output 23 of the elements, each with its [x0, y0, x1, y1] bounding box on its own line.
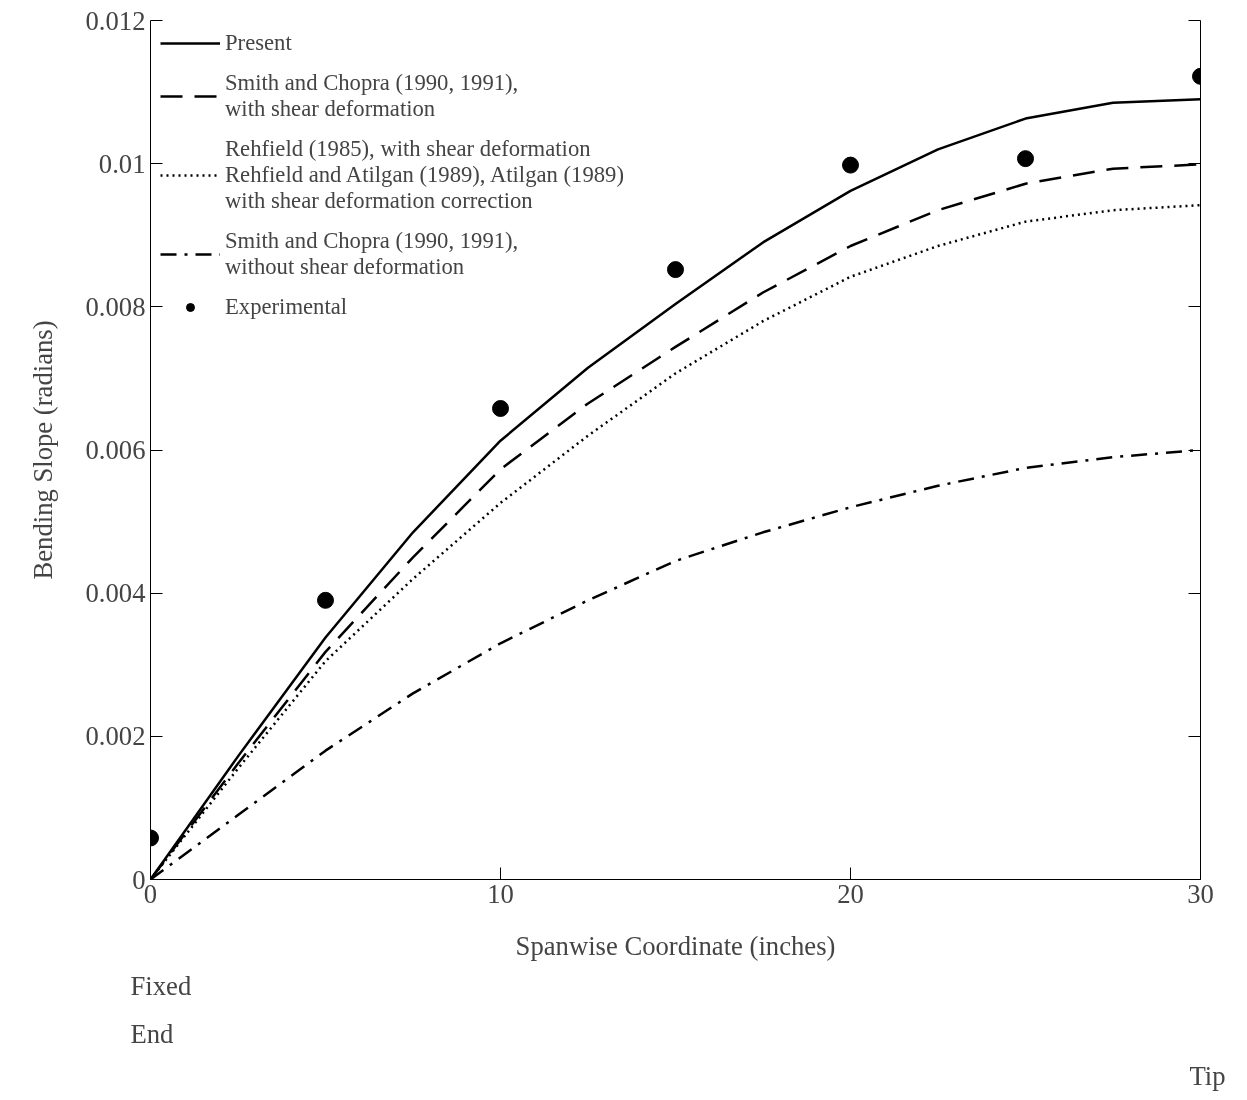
y-tick-label: 0.006	[85, 435, 146, 465]
point	[667, 261, 684, 279]
legend-label: Smith and Chopra (1990, 1991), without shear deformation	[225, 228, 519, 280]
x-tick-label: 10	[487, 878, 514, 909]
point	[1017, 150, 1034, 168]
x-axis-title: Spanwise Coordinate (inches)	[515, 930, 836, 961]
legend-label: Rehfield (1985), with shear deformation Rehfield and Atilgan (1989), Atilgan (1989) with shear deformation correction	[225, 136, 624, 214]
point	[842, 156, 859, 174]
legend-label: Smith and Chopra (1990, 1991), with shear deformation	[225, 70, 519, 122]
x-tick-label: 30	[1187, 878, 1214, 909]
y-axis-title: Bending Slope (radians)	[27, 320, 58, 580]
point	[492, 400, 509, 417]
y-tick-label: 0.004	[85, 578, 146, 609]
legend-label: Experimental	[225, 294, 348, 320]
y-tick-label: 0.012	[85, 5, 146, 36]
x-tick-label: 20	[837, 878, 864, 909]
text: Tip	[1189, 1060, 1226, 1091]
point	[317, 591, 334, 609]
y-tick-label: 0.008	[85, 291, 146, 322]
text: Fixed End	[130, 970, 192, 1049]
y-tick-label: 0.01	[98, 148, 146, 179]
legend-label: Present	[225, 30, 292, 56]
y-tick-label: 0.002	[85, 721, 146, 752]
